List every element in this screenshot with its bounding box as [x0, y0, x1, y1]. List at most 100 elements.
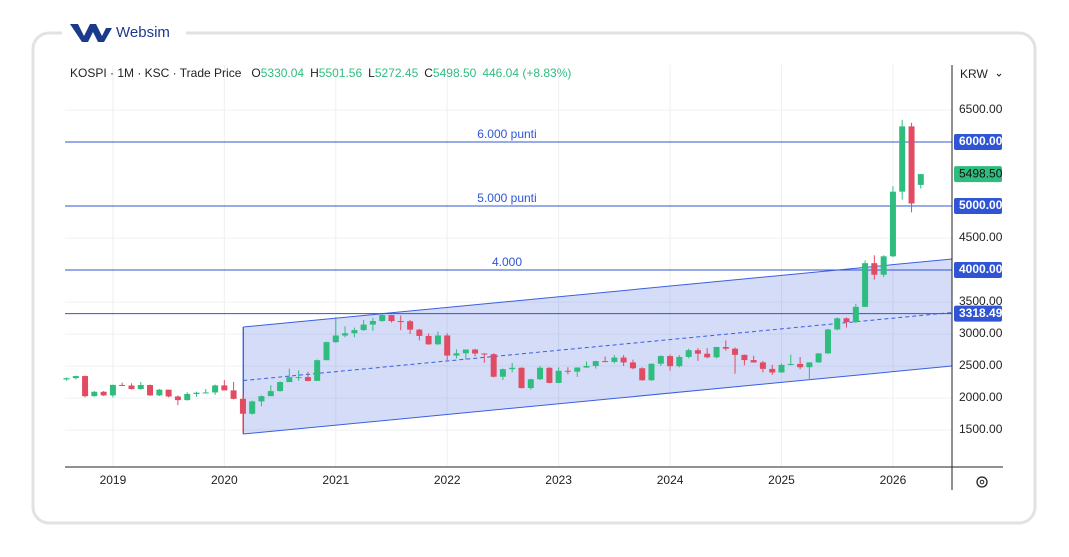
candle-body [667, 356, 674, 367]
symbol: KOSPI · 1M · KSC · Trade Price [70, 66, 242, 80]
candle-body [648, 363, 655, 381]
candle-body [713, 346, 720, 358]
logo-bg [62, 18, 186, 48]
price-tag: 5000.00 [959, 198, 1003, 212]
x-tick-label: 2025 [768, 473, 795, 487]
candle-body [221, 385, 228, 391]
price-tag: 4000.00 [959, 262, 1003, 276]
x-tick-label: 2020 [211, 473, 238, 487]
x-tick-label: 2024 [657, 473, 684, 487]
candle-body [899, 126, 906, 192]
candle-body [165, 389, 172, 397]
y-tick-label: 6500.00 [959, 102, 1003, 116]
candle-body [592, 361, 599, 366]
candle-body [407, 321, 414, 330]
candle-body [342, 333, 349, 336]
candle-body [239, 398, 246, 414]
candle-body [137, 385, 144, 390]
candle-body [834, 318, 841, 330]
candle-body [797, 363, 804, 368]
candle-body [119, 384, 126, 386]
candle-body [100, 391, 107, 396]
candle-body [759, 362, 766, 369]
candle-body [109, 384, 116, 396]
candle-body [564, 370, 571, 372]
candle-body [416, 329, 423, 336]
candle-body [481, 353, 488, 355]
candle-body [369, 321, 376, 325]
candle-body [91, 391, 98, 397]
candle-body [397, 321, 404, 323]
candle-body [258, 396, 265, 402]
candle-body [685, 350, 692, 357]
candle-body [750, 360, 757, 363]
candle-body [862, 263, 869, 307]
ohlc-key: O [251, 66, 260, 80]
candle-body [304, 377, 311, 381]
candle-body [778, 364, 785, 373]
candle-body [295, 377, 302, 379]
candle-body [602, 361, 609, 363]
ohlc-value: 5330.04 [261, 66, 305, 80]
candle-body [63, 378, 70, 380]
frame [31, 31, 1037, 525]
price-tag-bg [954, 133, 1002, 150]
ohlc-value: 5498.50 [433, 66, 477, 80]
candle-body [323, 342, 330, 361]
candle-body [351, 330, 358, 334]
price-tag-bg [954, 262, 1002, 279]
candle-body [694, 350, 701, 354]
candle-body [629, 362, 636, 369]
candle-body [889, 191, 896, 257]
candle-body [202, 392, 209, 394]
y-tick-label: 2000.00 [959, 390, 1003, 404]
candle-body [425, 335, 432, 345]
candle-body [787, 363, 794, 365]
candle-body [871, 263, 878, 275]
last-price-bg [954, 166, 1002, 183]
last-price-label: 5498.50 [959, 166, 1003, 180]
channel-lower [243, 365, 953, 435]
candle-body [462, 349, 469, 354]
candle-body [379, 315, 386, 322]
candle-body [843, 318, 850, 323]
chart-header: KOSPI · 1M · KSC · Trade Price O5330.04 H5… [70, 66, 571, 80]
candle-body [555, 370, 562, 383]
candle-body [286, 377, 293, 383]
candle-body [230, 390, 237, 399]
candle-body [453, 353, 460, 356]
ohlc-key: L [368, 66, 375, 80]
candle-body [611, 357, 618, 362]
y-tick-label: 3000.00 [959, 326, 1003, 340]
brand-name: Websim [116, 24, 170, 41]
candle-body [815, 353, 822, 363]
currency-dropdown [996, 73, 1002, 77]
x-tick-label: 2019 [100, 473, 127, 487]
candle-body [574, 367, 581, 372]
y-tick-label: 1500.00 [959, 422, 1003, 436]
candle-body [156, 389, 163, 396]
candle-body [314, 360, 321, 381]
settings-icon[interactable] [976, 476, 988, 488]
candle-body [193, 392, 200, 394]
ohlc-value: 5501.56 [319, 66, 363, 80]
candle-body [128, 385, 135, 390]
candle-body [490, 354, 497, 377]
x-tick-label: 2023 [545, 473, 572, 487]
price-tag: 3318.49 [959, 306, 1003, 320]
candle-body [917, 174, 924, 185]
candle-body [72, 376, 79, 379]
candle-body [639, 368, 646, 381]
candle-body [267, 391, 274, 397]
price-tag-bg [954, 197, 1002, 214]
y-tick-label: 2500.00 [959, 358, 1003, 372]
candle-body [732, 348, 739, 355]
horizontal-line-label: 6.000 punti [477, 127, 536, 141]
candle-body [880, 256, 887, 275]
ohlc-value: 5272.45 [375, 66, 419, 80]
candle-body [388, 315, 395, 322]
horizontal-line-label: 4.000 [492, 255, 522, 269]
candle-body [583, 365, 590, 368]
candle-body [509, 367, 516, 370]
